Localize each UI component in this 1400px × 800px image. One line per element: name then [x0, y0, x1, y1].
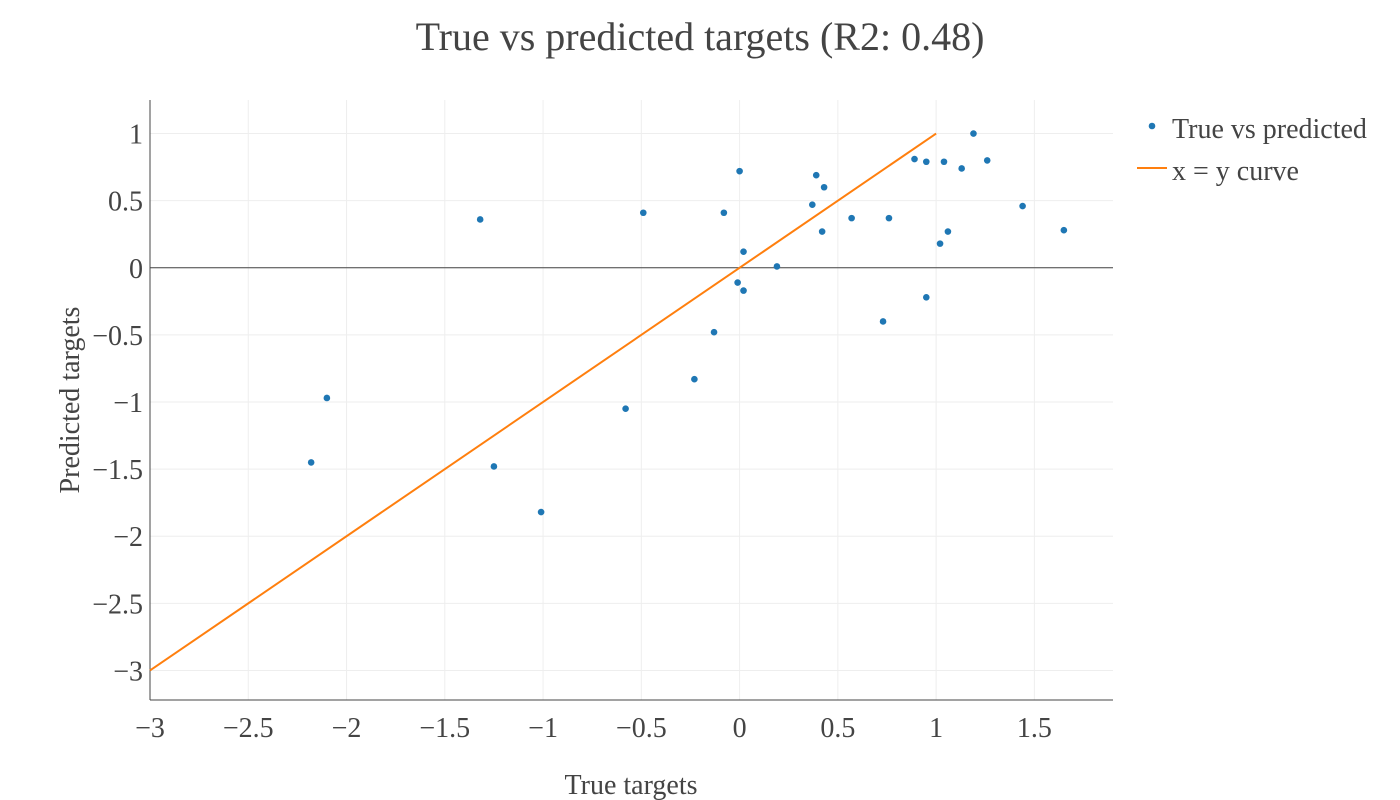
- data-point: [736, 167, 743, 175]
- x-axis-label: True targets: [565, 770, 698, 800]
- data-point: [970, 130, 977, 137]
- chart-title: True vs predicted targets (R2: 0.48): [416, 14, 985, 59]
- axes: [149, 100, 1113, 701]
- series-layer: [149, 130, 1068, 672]
- x-tick-labels: −3 −2.5 −2 −1.5 −1 −0.5 0 0.5 1 1.5: [135, 713, 1052, 744]
- data-point: [622, 405, 629, 413]
- legend-label-scatter: True vs predicted: [1172, 114, 1367, 145]
- x-tick-label: −3: [135, 713, 165, 744]
- data-point: [773, 263, 781, 270]
- x-tick-label: 1.5: [1017, 713, 1052, 744]
- legend-marker-scatter: [1148, 122, 1156, 130]
- data-point: [307, 459, 315, 466]
- data-point: [818, 228, 826, 235]
- x-tick-label: −1.5: [419, 713, 470, 744]
- data-point: [944, 228, 952, 235]
- data-point: [911, 155, 918, 163]
- y-tick-label: −2.5: [92, 589, 143, 620]
- y-tick-label: 1: [129, 120, 143, 151]
- data-point: [537, 508, 545, 516]
- y-tick-label: −2: [113, 522, 143, 553]
- data-point: [720, 209, 728, 217]
- data-point: [940, 158, 948, 166]
- data-point: [740, 287, 747, 294]
- data-point: [983, 157, 991, 164]
- data-point: [323, 394, 331, 402]
- legend-label-line: x = y curve: [1172, 156, 1299, 187]
- data-point: [490, 463, 498, 470]
- x-tick-label: −1: [528, 713, 558, 744]
- y-tick-label: −1.5: [92, 455, 143, 486]
- data-point: [922, 294, 930, 301]
- x-tick-label: −0.5: [616, 713, 667, 744]
- data-point: [879, 318, 887, 325]
- plot-area: −3 −2.5 −2 −1.5 −1 −0.5 0 0.5 1 1.5 1 0.5 0 −0.5 −1 −1…: [92, 100, 1113, 744]
- data-point: [958, 165, 965, 172]
- data-point: [476, 216, 484, 223]
- y-tick-label: 0.5: [108, 187, 143, 218]
- data-point: [710, 328, 718, 336]
- y-tick-label: −3: [113, 656, 143, 687]
- y-tick-labels: 1 0.5 0 −0.5 −1 −1.5 −2 −2.5 −3: [92, 120, 143, 688]
- data-point: [691, 375, 698, 383]
- data-point: [740, 248, 747, 255]
- data-point: [809, 201, 816, 208]
- y-axis-label: Predicted targets: [55, 307, 86, 494]
- data-point: [885, 214, 893, 222]
- data-point: [812, 171, 820, 179]
- y-tick-label: −0.5: [92, 321, 143, 352]
- data-point: [639, 209, 647, 217]
- x-tick-label: 0: [733, 713, 747, 744]
- x-tick-label: 0.5: [820, 713, 855, 744]
- data-point: [734, 279, 741, 286]
- data-point: [936, 240, 944, 247]
- data-point: [922, 158, 930, 166]
- x-tick-label: −2: [332, 713, 362, 744]
- grid-layer: [149, 100, 1113, 700]
- y-tick-label: 0: [129, 254, 143, 285]
- data-point: [1019, 202, 1026, 210]
- identity-line: [149, 132, 937, 672]
- data-point: [1060, 226, 1068, 234]
- data-point: [848, 214, 855, 222]
- data-point: [820, 183, 828, 191]
- y-tick-label: −1: [113, 388, 143, 419]
- legend: True vs predicted x = y curve: [1137, 114, 1367, 187]
- x-tick-label: 1: [929, 713, 943, 744]
- x-tick-label: −2.5: [223, 713, 274, 744]
